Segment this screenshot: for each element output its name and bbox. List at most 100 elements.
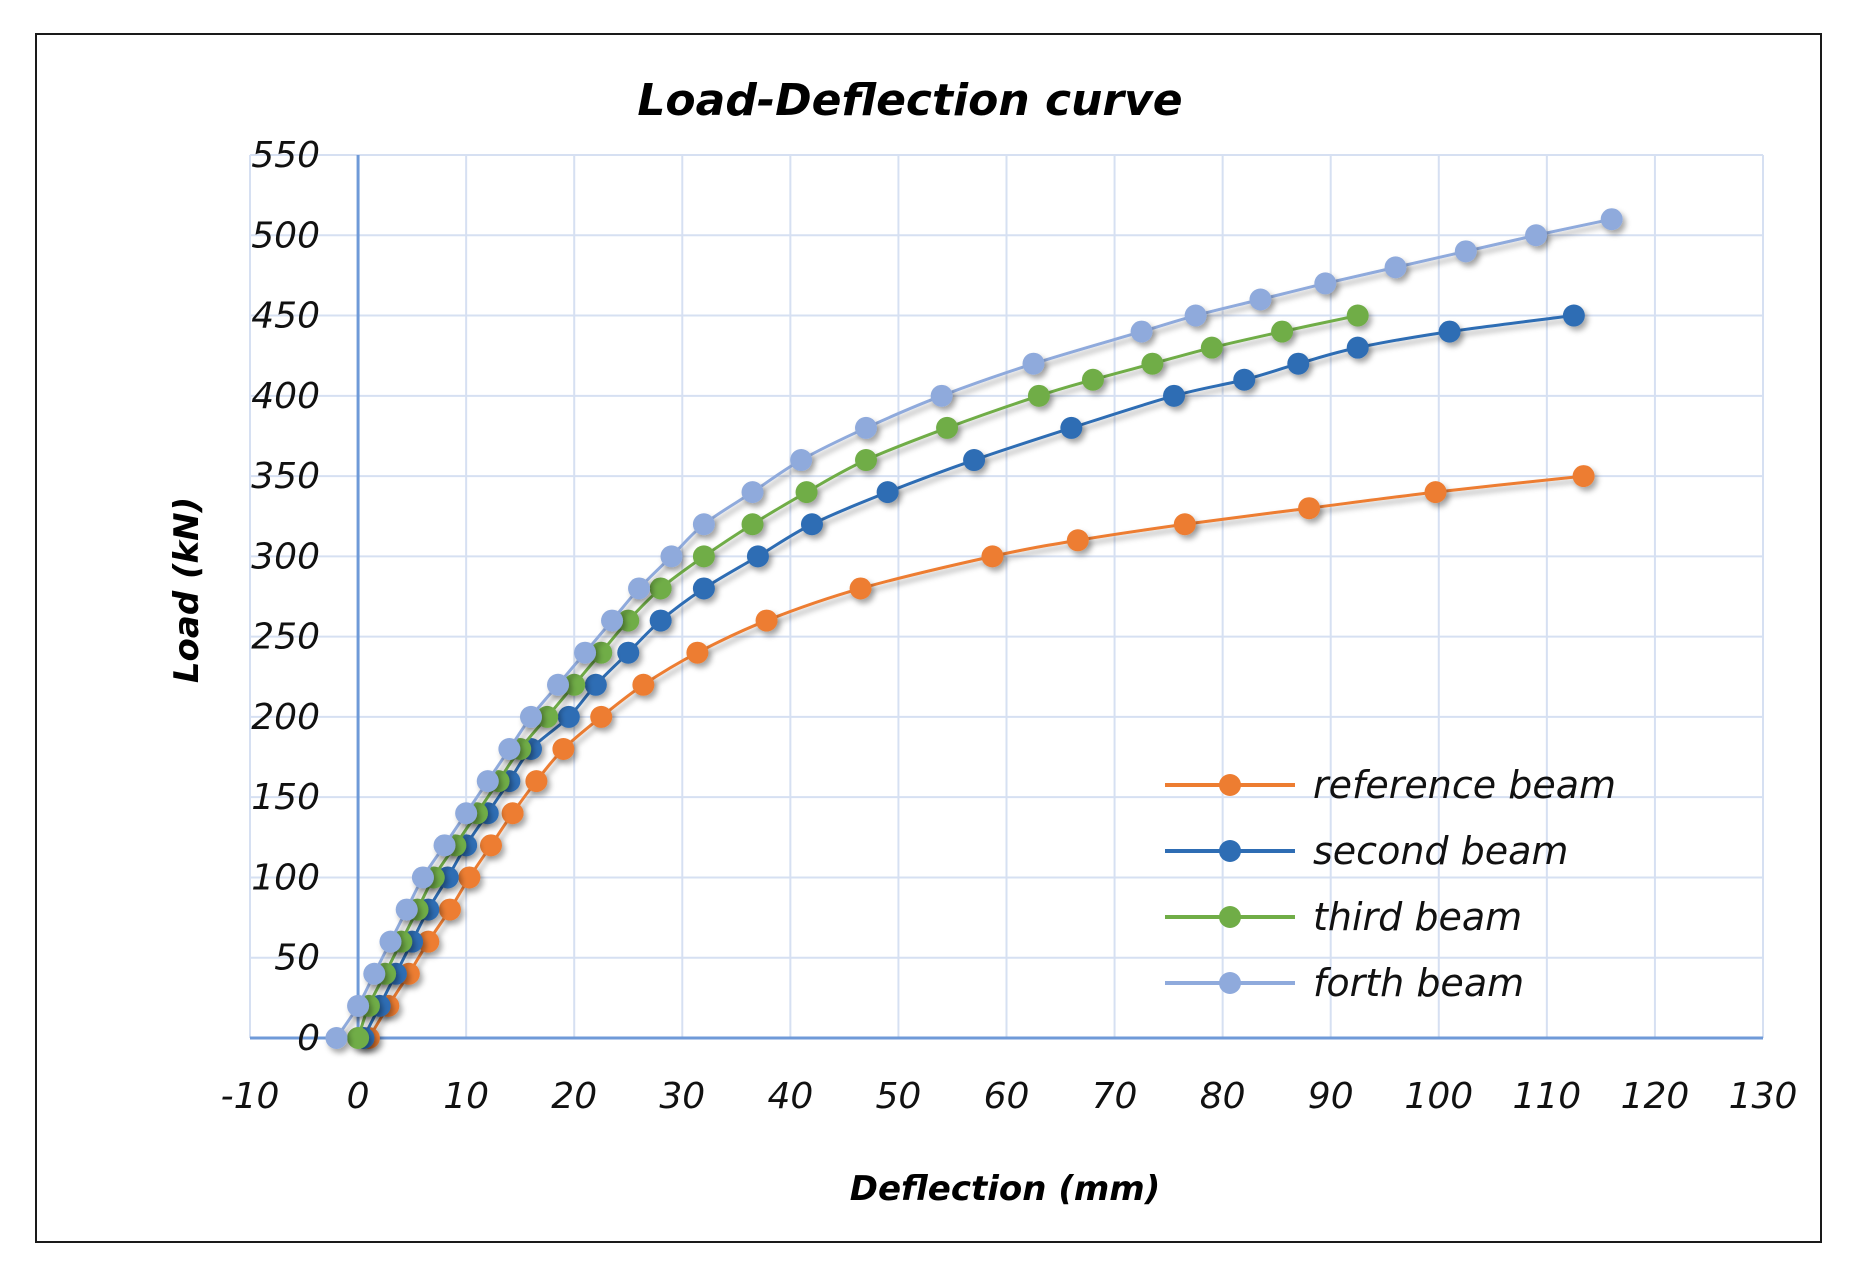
x-tick-label: 20 xyxy=(551,1076,597,1117)
y-axis-title: Load (kN) xyxy=(167,497,207,683)
data-point xyxy=(741,481,764,504)
data-point xyxy=(525,770,548,793)
data-point xyxy=(930,384,953,407)
data-point xyxy=(1271,320,1294,343)
data-point xyxy=(584,673,607,696)
series xyxy=(325,208,1623,1049)
data-point xyxy=(347,1027,370,1049)
x-tick-label: 10 xyxy=(443,1076,489,1117)
data-point xyxy=(1600,208,1623,231)
legend-label: third beam xyxy=(1313,895,1522,939)
series-line xyxy=(367,474,1584,1039)
data-point xyxy=(963,449,986,472)
y-tick-label: 200 xyxy=(251,697,320,738)
y-tick-label: 300 xyxy=(251,536,320,577)
y-tick-label: 400 xyxy=(251,376,320,417)
data-point xyxy=(855,449,878,472)
data-point xyxy=(1141,352,1164,375)
x-tick-label: 60 xyxy=(984,1076,1030,1117)
gridlines xyxy=(249,154,1764,1039)
data-point xyxy=(1454,240,1477,263)
data-point xyxy=(536,705,559,728)
data-point xyxy=(395,898,418,921)
x-tick-label: 70 xyxy=(1092,1076,1138,1117)
data-point xyxy=(1424,481,1447,504)
data-point xyxy=(660,545,683,568)
data-point xyxy=(1027,384,1050,407)
data-point xyxy=(632,673,655,696)
legend-label: forth beam xyxy=(1313,961,1524,1005)
data-point xyxy=(574,641,597,664)
legend-marker xyxy=(1219,972,1241,994)
axes xyxy=(250,155,1763,1040)
data-point xyxy=(590,641,613,664)
y-tick-label: 500 xyxy=(251,215,320,256)
data-point xyxy=(458,866,481,889)
x-tick-label: -10 xyxy=(221,1076,280,1117)
y-tick-label: 350 xyxy=(251,456,320,497)
x-tick-label: 30 xyxy=(659,1076,705,1117)
y-tick-label: 100 xyxy=(251,857,320,898)
data-point xyxy=(438,898,461,921)
x-tick-label: 50 xyxy=(876,1076,922,1117)
data-point xyxy=(1384,256,1407,279)
data-point xyxy=(601,609,624,632)
data-point xyxy=(692,513,715,536)
data-point xyxy=(563,673,586,696)
tick-labels: -10 0 10 20 30 40 50 60 70 80 90 100 110 120 130 0 50 100… xyxy=(221,135,1798,1117)
data-point xyxy=(617,641,640,664)
legend: reference beam second beam third beam forth… xyxy=(1165,763,1616,1005)
data-point xyxy=(1525,224,1548,247)
data-point xyxy=(1163,384,1186,407)
data-point xyxy=(476,770,499,793)
data-point xyxy=(1173,513,1196,536)
data-point xyxy=(800,513,823,536)
y-tick-label: 450 xyxy=(251,296,320,337)
data-point xyxy=(1562,304,1585,327)
data-point xyxy=(790,449,813,472)
x-tick-label: 100 xyxy=(1404,1076,1473,1117)
data-point xyxy=(1287,352,1310,375)
legend-marker xyxy=(1219,840,1241,862)
series-forth-beam xyxy=(325,208,1623,1049)
data-point xyxy=(325,1027,348,1049)
data-point xyxy=(1060,416,1083,439)
data-point xyxy=(1200,336,1223,359)
data-point xyxy=(1438,320,1461,343)
data-point xyxy=(849,577,872,600)
data-point xyxy=(686,641,709,664)
data-point xyxy=(981,545,1004,568)
chart-title: Load-Deflection curve xyxy=(637,75,1182,126)
data-point xyxy=(1066,529,1089,552)
data-point xyxy=(552,738,575,761)
data-point xyxy=(519,705,542,728)
data-point xyxy=(1346,304,1369,327)
x-tick-label: 120 xyxy=(1621,1076,1690,1117)
data-point xyxy=(501,802,524,825)
data-point xyxy=(1233,368,1256,391)
data-point xyxy=(692,577,715,600)
data-point xyxy=(617,609,640,632)
data-point xyxy=(347,994,370,1017)
y-tick-label: 50 xyxy=(274,938,320,979)
data-point xyxy=(590,705,613,728)
data-point xyxy=(876,481,899,504)
x-tick-label: 40 xyxy=(767,1076,813,1117)
data-point xyxy=(936,416,959,439)
data-point xyxy=(755,609,778,632)
data-point xyxy=(547,673,570,696)
data-point xyxy=(1346,336,1369,359)
data-point xyxy=(1298,497,1321,520)
series-third-beam xyxy=(347,304,1369,1049)
legend-marker xyxy=(1219,906,1241,928)
data-point xyxy=(455,802,478,825)
legend-item: reference beam xyxy=(1165,763,1616,807)
legend-item: forth beam xyxy=(1165,961,1524,1005)
data-point xyxy=(557,705,580,728)
legend-marker xyxy=(1219,774,1241,796)
x-tick-label: 110 xyxy=(1512,1076,1581,1117)
x-tick-label: 90 xyxy=(1308,1076,1354,1117)
data-point xyxy=(628,577,651,600)
data-point xyxy=(379,930,402,953)
